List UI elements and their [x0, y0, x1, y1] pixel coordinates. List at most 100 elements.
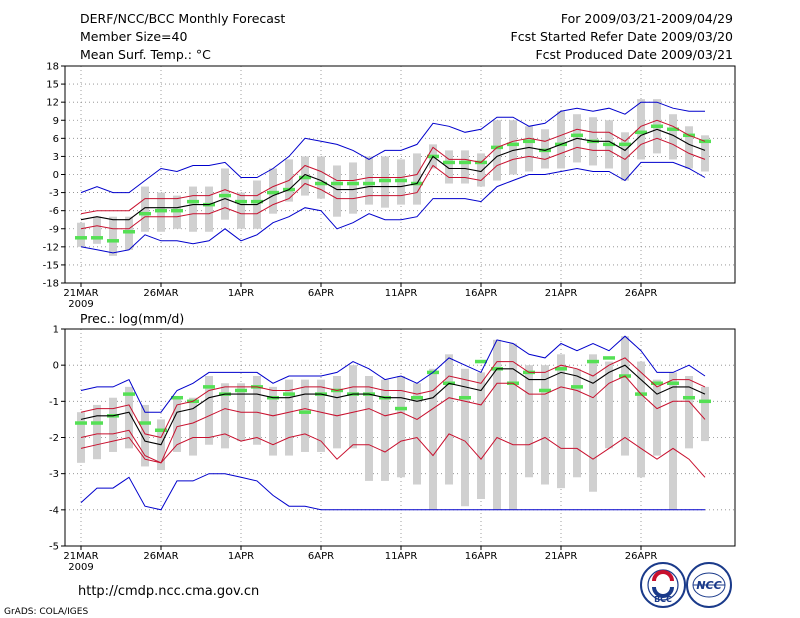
- prec-xtick-label: 16APR: [465, 551, 498, 562]
- temp-box: [621, 132, 629, 181]
- temp-xtick-label: 16APR: [465, 288, 498, 299]
- temp-obs-marker: [267, 190, 279, 195]
- header-member-size: Member Size=40: [80, 29, 187, 44]
- temp-band-upper-line: [80, 119, 706, 215]
- prec-obs-marker: [587, 359, 599, 364]
- prec-box: [397, 376, 405, 478]
- prec-xtick-label: 21APR: [545, 551, 578, 562]
- prec-box: [349, 365, 357, 449]
- temperature-chart: -18 -15 -12 -9 -6 -3 0 3 6 9 12 15 18 21MAR 26MAR 1APR 6…: [43, 62, 736, 310]
- prec-box: [477, 372, 485, 499]
- temp-obs-marker: [443, 160, 455, 165]
- precip-chart-title: Prec.: log(mm/d): [80, 311, 184, 326]
- prec-box: [381, 379, 389, 481]
- prec-box: [285, 379, 293, 456]
- prec-band-lower-line: [80, 375, 706, 464]
- temp-obs-marker: [235, 199, 247, 204]
- prec-obs-marker: [411, 395, 423, 400]
- temp-obs-marker: [667, 127, 679, 132]
- temp-xtick-label: 21APR: [545, 288, 578, 299]
- temp-obs-marker: [363, 181, 375, 186]
- prec-box: [445, 354, 453, 485]
- temp-obs-marker: [91, 236, 103, 240]
- temp-box: [493, 120, 501, 181]
- prec-box: [125, 386, 133, 449]
- prec-obs-marker: [235, 388, 247, 393]
- temp-box: [349, 162, 357, 214]
- prec-box: [557, 354, 565, 489]
- prec-obs-marker: [539, 388, 551, 393]
- prec-box: [253, 376, 261, 445]
- temp-box: [189, 186, 197, 232]
- temp-obs-marker: [523, 139, 535, 144]
- temp-obs-marker: [251, 199, 263, 204]
- temp-obs-marker: [123, 230, 135, 234]
- prec-box: [573, 368, 581, 478]
- prec-box: [317, 379, 325, 452]
- temp-box: [477, 153, 485, 187]
- prec-band-lower2-line: [80, 433, 706, 478]
- temp-obs-marker: [459, 160, 471, 165]
- prec-box: [525, 365, 533, 478]
- header-start-date: Fcst Started Refer Date 2009/03/20: [511, 29, 734, 44]
- prec-box: [205, 376, 213, 445]
- temp-box: [77, 222, 85, 247]
- prec-box: [301, 379, 309, 452]
- prec-obs-marker: [667, 381, 679, 385]
- temp-box: [557, 111, 565, 169]
- prec-xtick-label: 1APR: [228, 551, 254, 562]
- prec-box: [461, 368, 469, 507]
- header-produced-date: Fcst Produced Date 2009/03/21: [535, 47, 733, 62]
- temp-ytick-label: 3: [53, 152, 59, 163]
- prec-obs-marker: [651, 381, 663, 385]
- prec-obs-marker: [395, 406, 407, 411]
- temp-box: [317, 156, 325, 199]
- temp-box: [205, 186, 213, 232]
- prec-obs-marker: [75, 421, 87, 425]
- temp-obs-marker: [187, 199, 199, 204]
- bcc-logo: BCC: [640, 562, 686, 608]
- prec-obs-marker: [155, 428, 167, 433]
- temp-box: [637, 99, 645, 160]
- prec-xtick-label: 11APR: [385, 551, 418, 562]
- temp-mean-line: [80, 128, 706, 221]
- prec-box: [621, 336, 629, 456]
- header-title: DERF/NCC/BCC Monthly Forecast: [80, 11, 285, 26]
- temp-ytick-label: 0: [53, 170, 59, 181]
- prec-ytick-label: 0: [53, 361, 59, 372]
- prec-box: [189, 397, 197, 456]
- temp-obs-marker: [155, 208, 167, 213]
- prec-ytick-label: -2: [49, 433, 59, 444]
- prec-ytick-label: 1: [53, 325, 59, 336]
- temp-box: [141, 186, 149, 232]
- temp-ytick-label: 15: [46, 80, 59, 91]
- temp-xtick-label: 21MAR: [63, 288, 98, 299]
- temp-box: [93, 216, 101, 244]
- prec-obs-marker: [459, 395, 471, 400]
- prec-box: [669, 372, 677, 510]
- prec-mean-line: [80, 364, 706, 446]
- prec-obs-marker: [603, 356, 615, 360]
- temp-box: [109, 216, 117, 256]
- prec-envelope-min-line: [80, 473, 705, 511]
- temp-ytick-label: -12: [43, 242, 59, 253]
- prec-band-upper-line: [80, 357, 706, 439]
- temp-obs-marker: [299, 175, 311, 180]
- prec-box: [589, 354, 597, 492]
- temp-ytick-label: -15: [43, 260, 59, 271]
- temp-ytick-label: -6: [49, 206, 59, 217]
- temp-box: [413, 153, 421, 205]
- temp-obs-marker: [331, 181, 343, 186]
- prec-ytick-label: -3: [49, 469, 59, 480]
- temp-obs-marker: [651, 124, 663, 129]
- prec-envelope-max-line: [80, 335, 706, 413]
- prec-obs-marker: [571, 385, 583, 389]
- temp-envelope-max-line: [80, 101, 705, 194]
- prec-box: [429, 368, 437, 510]
- prec-ytick-label: -4: [49, 505, 59, 516]
- ncc-logo-text: NCC: [696, 579, 721, 592]
- prec-box: [637, 361, 645, 478]
- temp-obs-marker: [395, 178, 407, 183]
- temp-box: [237, 192, 245, 229]
